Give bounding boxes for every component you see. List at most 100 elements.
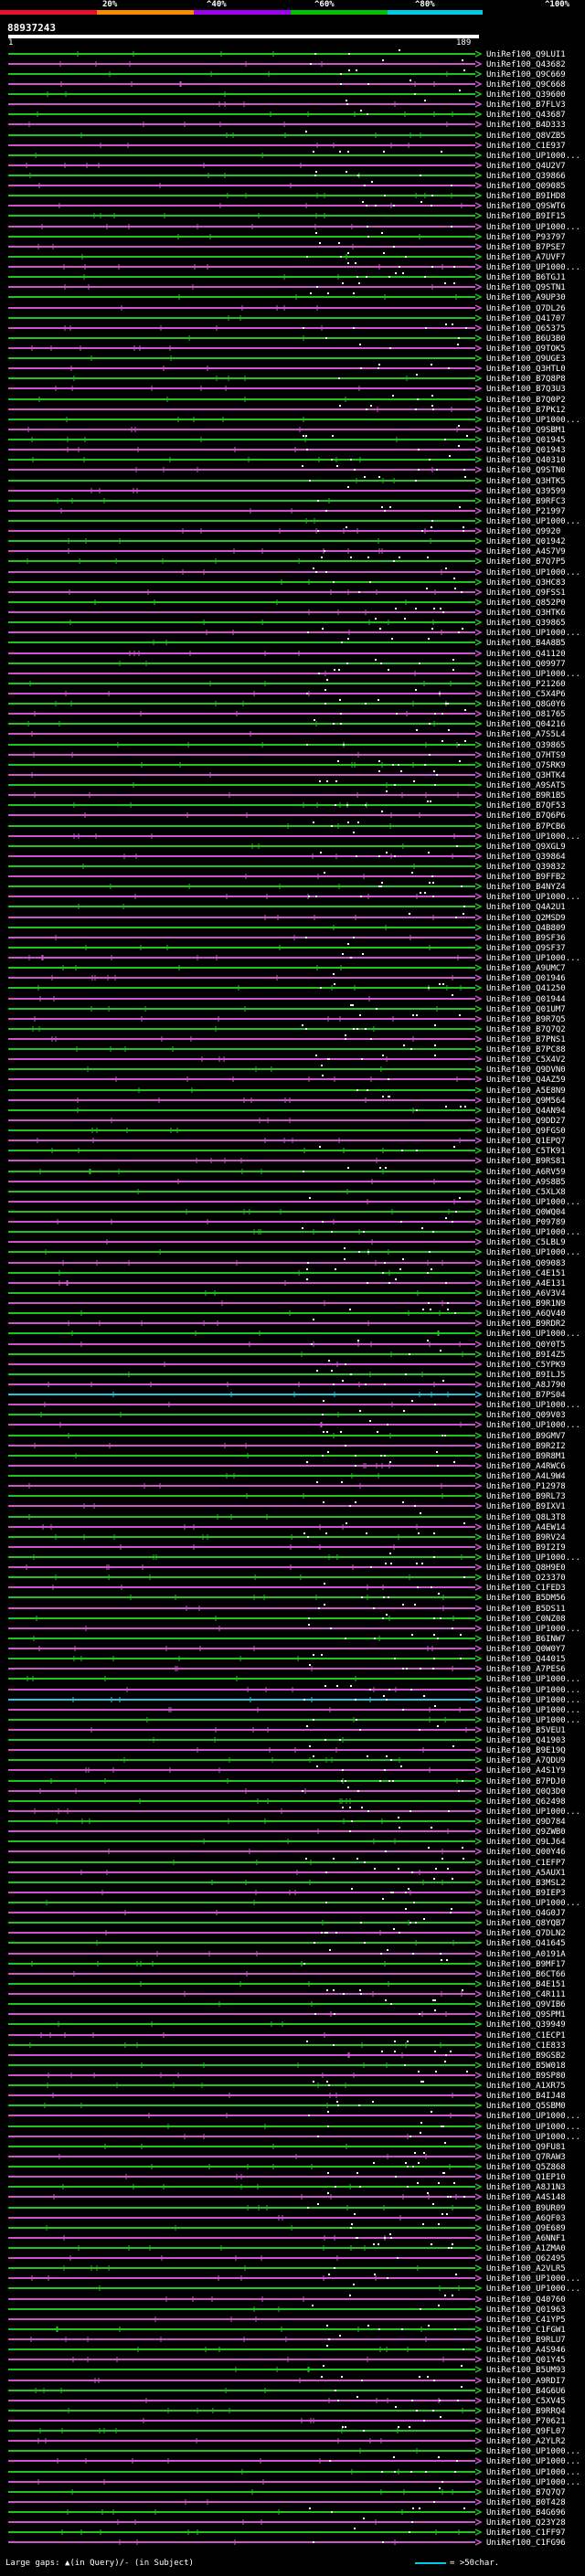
hit-label[interactable]: UniRef100_Q7SRK9 bbox=[486, 761, 566, 770]
hit-row[interactable]: UniRef100_B4A8B5 bbox=[8, 638, 566, 648]
hit-label[interactable]: UniRef100_Q01Y45 bbox=[486, 2356, 566, 2365]
hit-label[interactable]: UniRef100_UP1000... bbox=[486, 1675, 580, 1684]
hit-row[interactable]: UniRef100_UP1000... bbox=[8, 1330, 580, 1339]
hit-label[interactable]: UniRef100_UP1000... bbox=[486, 629, 580, 638]
hit-label[interactable]: UniRef100_Q5SBM0 bbox=[486, 2102, 566, 2111]
hit-label[interactable]: UniRef100_A4S1Y9 bbox=[486, 1766, 566, 1776]
hit-row[interactable]: UniRef100_C5XV45 bbox=[8, 2396, 566, 2406]
hit-label[interactable]: UniRef100_Q09V03 bbox=[486, 1411, 566, 1420]
hit-row[interactable]: UniRef100_C5X4V2 bbox=[8, 1055, 566, 1065]
hit-label[interactable]: UniRef100_A7S5L4 bbox=[486, 730, 566, 739]
hit-row[interactable]: UniRef100_Q9SBM1 bbox=[8, 425, 566, 435]
hit-label[interactable]: UniRef100_Q41645 bbox=[486, 1939, 566, 1948]
hit-row[interactable]: UniRef100_Q44015 bbox=[8, 1654, 566, 1664]
hit-label[interactable]: UniRef100_Q39866 bbox=[486, 172, 566, 181]
hit-row[interactable]: UniRef100_Q01942 bbox=[8, 537, 566, 546]
hit-row[interactable]: UniRef100_Q5SBM0 bbox=[8, 2101, 566, 2111]
hit-row[interactable]: UniRef100_B3MSL2 bbox=[8, 1878, 566, 1888]
hit-row[interactable]: UniRef100_Q0Y0T5 bbox=[8, 1340, 566, 1350]
hit-row[interactable]: UniRef100_A7S5L4 bbox=[8, 729, 566, 739]
hit-label[interactable]: UniRef100_C1FF97 bbox=[486, 2528, 566, 2538]
hit-label[interactable]: UniRef100_C5TK91 bbox=[486, 1147, 566, 1156]
hit-label[interactable]: UniRef100_B4IJ48 bbox=[486, 2092, 566, 2101]
hit-label[interactable]: UniRef100_A2YLR2 bbox=[486, 2437, 566, 2446]
hit-label[interactable]: UniRef100_B9R1B5 bbox=[486, 791, 566, 800]
hit-row[interactable]: UniRef100_Q8G0Y6 bbox=[8, 699, 566, 709]
hit-row[interactable]: UniRef100_C5XLX8 bbox=[8, 1188, 566, 1197]
hit-label[interactable]: UniRef100_UP1000... bbox=[486, 1228, 580, 1237]
hit-label[interactable]: UniRef100_A6RV59 bbox=[486, 1168, 566, 1177]
hit-label[interactable]: UniRef100_Q09977 bbox=[486, 660, 566, 669]
hit-label[interactable]: UniRef100_P21260 bbox=[486, 680, 566, 689]
hit-row[interactable]: UniRef100_Q62498 bbox=[8, 1797, 566, 1807]
hit-row[interactable]: UniRef100_A8J790 bbox=[8, 1380, 566, 1390]
hit-label[interactable]: UniRef100_Q01946 bbox=[486, 974, 566, 983]
hit-label[interactable]: UniRef100_B9ILJ5 bbox=[486, 1371, 566, 1380]
hit-row[interactable]: UniRef100_UP1000... bbox=[8, 2284, 580, 2294]
hit-row[interactable]: UniRef100_A4RWC6 bbox=[8, 1461, 566, 1471]
hit-row[interactable]: UniRef100_B9IHD8 bbox=[8, 192, 566, 201]
hit-row[interactable]: UniRef100_Q65375 bbox=[8, 323, 566, 334]
hit-row[interactable]: UniRef100_B9R7Q5 bbox=[8, 1014, 566, 1024]
hit-row[interactable]: UniRef100_A5AUX1 bbox=[8, 1868, 566, 1878]
hit-row[interactable]: UniRef100_Q39865 bbox=[8, 618, 566, 628]
hit-row[interactable]: UniRef100_B9GSB2 bbox=[8, 2051, 566, 2061]
hit-row[interactable]: UniRef100_UP1000... bbox=[8, 1685, 580, 1695]
hit-row[interactable]: UniRef100_Q09083 bbox=[8, 1258, 566, 1268]
hit-label[interactable]: UniRef100_Q9C669 bbox=[486, 70, 566, 80]
hit-label[interactable]: UniRef100_Q62495 bbox=[486, 2254, 566, 2263]
hit-label[interactable]: UniRef100_C1EFP7 bbox=[486, 1859, 566, 1868]
hit-row[interactable]: UniRef100_B5DM56 bbox=[8, 1593, 566, 1603]
hit-label[interactable]: UniRef100_Q65375 bbox=[486, 324, 566, 334]
hit-label[interactable]: UniRef100_Q39599 bbox=[486, 487, 566, 496]
hit-row[interactable]: UniRef100_Q9LUI1 bbox=[8, 49, 566, 59]
hit-label[interactable]: UniRef100_B9IXV1 bbox=[486, 1502, 566, 1511]
hit-label[interactable]: UniRef100_UP1000... bbox=[486, 2478, 580, 2487]
hit-label[interactable]: UniRef100_Q9FL07 bbox=[486, 2427, 566, 2436]
hit-row[interactable]: UniRef100_UP1000... bbox=[8, 2478, 580, 2487]
hit-row[interactable]: UniRef100_B9R1B5 bbox=[8, 790, 566, 800]
hit-row[interactable]: UniRef100_B4IJ48 bbox=[8, 2092, 566, 2101]
hit-row[interactable]: UniRef100_B7Q0P2 bbox=[8, 395, 566, 405]
hit-row[interactable]: UniRef100_A6QF03 bbox=[8, 2213, 566, 2223]
hit-row[interactable]: UniRef100_Q40760 bbox=[8, 2295, 566, 2305]
hit-label[interactable]: UniRef100_P12978 bbox=[486, 1482, 566, 1491]
hit-label[interactable]: UniRef100_Q9STN0 bbox=[486, 466, 566, 475]
hit-label[interactable]: UniRef100_Q9FSS1 bbox=[486, 588, 566, 598]
hit-label[interactable]: UniRef100_Q41120 bbox=[486, 650, 566, 659]
hit-row[interactable]: UniRef100_A1ZMA0 bbox=[8, 2243, 566, 2253]
hit-row[interactable]: UniRef100_UP1000... bbox=[8, 416, 580, 425]
hit-label[interactable]: UniRef100_B7Q3U3 bbox=[486, 385, 566, 394]
hit-row[interactable]: UniRef100_B9RV24 bbox=[8, 1532, 566, 1542]
hit-row[interactable]: UniRef100_Q9DVN0 bbox=[8, 1065, 566, 1075]
hit-label[interactable]: UniRef100_A1XR75 bbox=[486, 2082, 566, 2091]
hit-label[interactable]: UniRef100_B7PS04 bbox=[486, 1391, 566, 1400]
hit-label[interactable]: UniRef100_A8J1N3 bbox=[486, 2183, 566, 2192]
hit-row[interactable]: UniRef100_B9ILJ5 bbox=[8, 1370, 566, 1380]
hit-label[interactable]: UniRef100_B9RLU7 bbox=[486, 2336, 566, 2345]
hit-label[interactable]: UniRef100_Q9SBM1 bbox=[486, 426, 566, 435]
hit-row[interactable]: UniRef100_UP1000... bbox=[8, 1898, 580, 1908]
hit-row[interactable]: UniRef100_B7Q7P5 bbox=[8, 557, 566, 567]
hit-row[interactable]: UniRef100_P70621 bbox=[8, 2416, 566, 2426]
hit-row[interactable]: UniRef100_Q9920 bbox=[8, 526, 560, 536]
hit-row[interactable]: UniRef100_Q9DD27 bbox=[8, 1117, 566, 1126]
hit-row[interactable]: UniRef100_B7QF53 bbox=[8, 800, 566, 811]
hit-label[interactable]: UniRef100_B9RFC3 bbox=[486, 497, 566, 506]
hit-row[interactable]: UniRef100_Q1EP10 bbox=[8, 2172, 566, 2182]
hit-row[interactable]: UniRef100_Q23Y28 bbox=[8, 2518, 566, 2528]
hit-row[interactable]: UniRef100_Q9ZWB0 bbox=[8, 1827, 566, 1837]
hit-label[interactable]: UniRef100_B5W018 bbox=[486, 2062, 566, 2071]
hit-label[interactable]: UniRef100_O23370 bbox=[486, 1574, 566, 1583]
hit-row[interactable]: UniRef100_Q4B809 bbox=[8, 924, 566, 933]
hit-label[interactable]: UniRef100_Q8H9E0 bbox=[486, 1564, 566, 1573]
hit-row[interactable]: UniRef100_Q39865 bbox=[8, 740, 566, 750]
hit-label[interactable]: UniRef100_UP1000... bbox=[486, 1421, 580, 1430]
hit-row[interactable]: UniRef100_Q01944 bbox=[8, 994, 566, 1004]
hit-label[interactable]: UniRef100_Q1EP10 bbox=[486, 2173, 566, 2182]
hit-label[interactable]: UniRef100_B5DS11 bbox=[486, 1605, 566, 1614]
hit-label[interactable]: UniRef100_B7PCB6 bbox=[486, 822, 566, 832]
hit-row[interactable]: UniRef100_C1ECP1 bbox=[8, 2031, 566, 2041]
hit-row[interactable]: UniRef100_P12978 bbox=[8, 1481, 566, 1491]
hit-label[interactable]: UniRef100_B7Q8P8 bbox=[486, 375, 566, 384]
